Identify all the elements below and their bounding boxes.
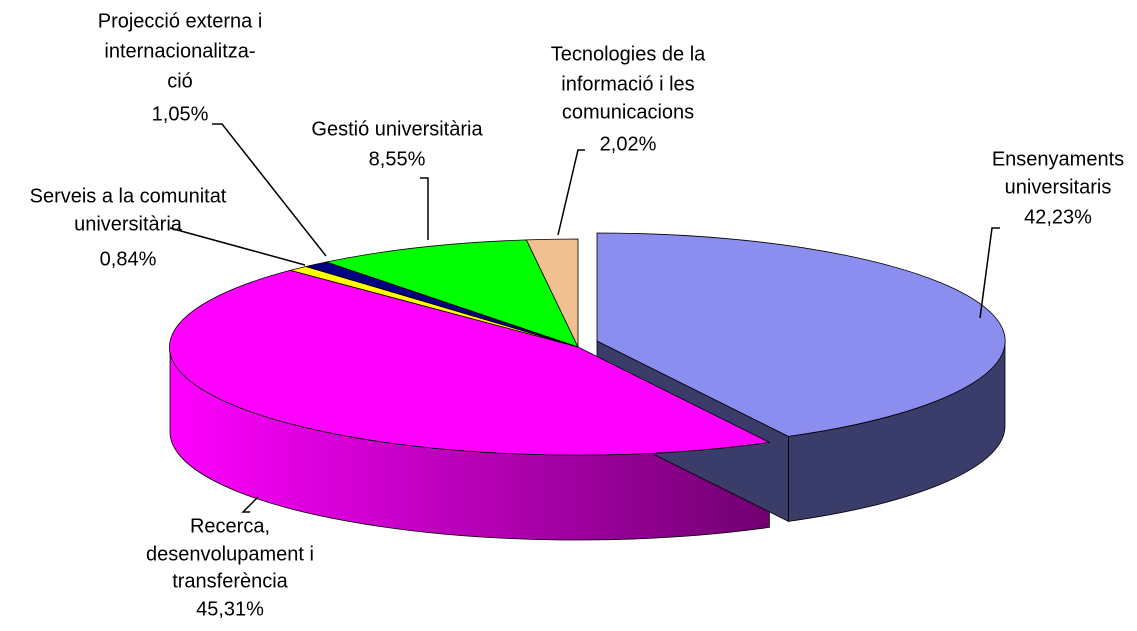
slice: [324, 239, 579, 348]
value-label: 42,23%: [1024, 206, 1092, 228]
slice-label: informació i les: [561, 73, 694, 95]
slice-label: Serveis a la comunitat: [30, 185, 227, 207]
slice-label: Ensenyaments: [992, 148, 1124, 170]
leader-line: [979, 227, 1000, 319]
leader-line: [212, 123, 327, 257]
slice-label: ció: [167, 70, 193, 92]
leader-line: [169, 227, 306, 266]
slice: [169, 269, 771, 456]
pie: [169, 232, 1006, 541]
slice-label: Tecnologies de la: [551, 43, 706, 65]
value-label: 0,84%: [100, 248, 157, 270]
slice-label: comunicacions: [562, 101, 694, 123]
labels: Ensenyaments universitaris 42,23% Recerca, d…: [30, 10, 1125, 620]
slice-label: transferència: [172, 570, 288, 592]
slice-label: Gestió universitària: [311, 118, 483, 140]
slice: [596, 232, 1006, 437]
leader-line: [420, 177, 429, 240]
slice-label: universitària: [74, 213, 183, 235]
slice-label: universitaris: [1005, 176, 1112, 198]
slice-label: internacionalitza-: [104, 40, 255, 62]
leader-line: [241, 496, 259, 513]
slice-label: Projecció externa i: [98, 10, 263, 32]
slice-label: Recerca,: [190, 515, 270, 537]
slice-label: desenvolupament i: [146, 543, 314, 565]
value-label: 45,31%: [196, 598, 264, 620]
leader-line: [557, 149, 585, 236]
slice: [525, 238, 579, 348]
value-label: 8,55%: [369, 148, 426, 170]
value-label: 1,05%: [152, 103, 209, 125]
value-label: 2,02%: [600, 133, 657, 155]
